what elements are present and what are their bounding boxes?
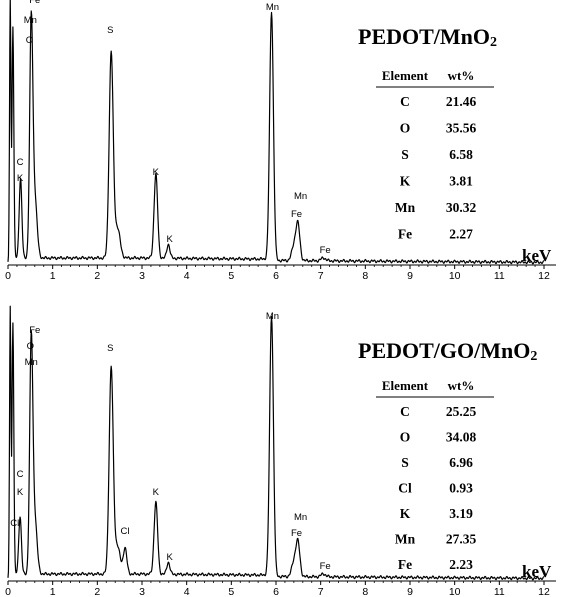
x-tick-label: 2 xyxy=(94,586,100,597)
table-cell-element: Fe xyxy=(398,227,412,242)
table-cell-element: Mn xyxy=(395,532,416,547)
x-tick-label: 7 xyxy=(318,270,324,282)
peak-label: S xyxy=(107,343,113,354)
peak-label: K xyxy=(167,234,174,245)
table-cell-wt: 2.23 xyxy=(449,557,473,572)
table-cell-element: K xyxy=(400,174,411,189)
peak-label: Mn xyxy=(294,512,307,523)
peak-label: Fe xyxy=(291,528,302,539)
table-cell-wt: 34.08 xyxy=(446,430,477,445)
peak-label: Fe xyxy=(29,0,40,6)
peak-label: Fe xyxy=(29,325,40,336)
peak-label: K xyxy=(153,487,160,498)
peak-label: Fe xyxy=(291,209,302,220)
x-tick-label: 2 xyxy=(94,270,100,282)
table-cell-element: K xyxy=(400,506,411,521)
x-tick-label: 12 xyxy=(538,270,550,282)
x-tick-label: 3 xyxy=(139,586,145,597)
x-tick-label: 8 xyxy=(362,586,368,597)
x-tick-label: 4 xyxy=(184,270,190,282)
table-cell-wt: 2.27 xyxy=(449,227,473,242)
spectrum-line xyxy=(7,305,545,581)
x-tick-label: 3 xyxy=(139,270,145,282)
table-cell-wt: 30.32 xyxy=(446,200,477,215)
x-tick-label: 0 xyxy=(5,270,11,282)
composition-table: Element wt% C 21.46 O 35.56 S 6.58 K 3.81 Mn 30.32 F… xyxy=(376,68,494,242)
table-cell-element: C xyxy=(400,404,410,419)
peak-label: Fe xyxy=(320,561,331,572)
eds-panel-pedot-go-mno2: 0 1 2 3 4 5 6 7 8 9 10 11 12 FeOMnCKClSClKKMnMnFeFe … xyxy=(5,305,556,597)
peak-label: Cl xyxy=(121,526,130,537)
x-tick-label: 7 xyxy=(318,586,324,597)
x-tick-label: 8 xyxy=(362,270,368,282)
table-cell-wt: 21.46 xyxy=(446,94,477,109)
table-header-wt: wt% xyxy=(448,378,475,393)
peak-label: K xyxy=(17,487,24,498)
x-tick-label: 11 xyxy=(494,586,505,597)
table-cell-element: O xyxy=(400,430,411,445)
peak-label: C xyxy=(17,469,24,480)
peak-label: K xyxy=(153,167,160,178)
peak-label: C xyxy=(17,157,24,168)
x-tick-label: 9 xyxy=(407,270,413,282)
x-tick-label: 11 xyxy=(494,270,505,282)
peak-label: Mn xyxy=(24,15,37,26)
composition-table: Element wt% C 25.25 O 34.08 S 6.96 Cl 0.93 K 3.19 Mn… xyxy=(376,378,494,572)
x-axis: 0 1 2 3 4 5 6 7 8 9 10 11 12 xyxy=(5,264,556,282)
spectrum-line xyxy=(7,0,545,265)
peak-label: O xyxy=(26,35,33,46)
table-cell-wt: 27.35 xyxy=(446,532,477,547)
table-cell-element: C xyxy=(400,94,410,109)
x-tick-label: 12 xyxy=(538,586,550,597)
x-tick-label: 5 xyxy=(228,270,234,282)
table-cell-wt: 3.19 xyxy=(449,506,473,521)
table-header-element: Element xyxy=(382,68,429,83)
table-cell-wt: 25.25 xyxy=(446,404,477,419)
table-cell-element: Fe xyxy=(398,557,412,572)
chart-title: PEDOT/MnO2 xyxy=(358,24,497,50)
x-axis: 0 1 2 3 4 5 6 7 8 9 10 11 12 xyxy=(5,580,556,597)
table-cell-element: O xyxy=(400,121,411,136)
peak-label: Cl xyxy=(10,518,19,529)
table-cell-wt: 3.81 xyxy=(449,174,473,189)
peak-label: Fe xyxy=(320,245,331,256)
x-axis-label: keV xyxy=(522,562,552,581)
peak-label: Mn xyxy=(25,357,38,368)
chart-title: PEDOT/GO/MnO2 xyxy=(358,338,537,364)
table-cell-wt: 6.96 xyxy=(449,455,473,470)
table-cell-wt: 0.93 xyxy=(449,481,473,496)
table-cell-element: Mn xyxy=(395,200,416,215)
peak-label: K xyxy=(17,173,24,184)
x-axis-label: keV xyxy=(522,246,552,265)
peak-label: Mn xyxy=(266,311,279,322)
peak-label: Mn xyxy=(266,2,279,13)
table-cell-wt: 6.58 xyxy=(449,147,473,162)
peak-label: S xyxy=(107,25,113,36)
x-tick-label: 6 xyxy=(273,586,279,597)
x-tick-label: 10 xyxy=(449,586,461,597)
x-tick-label: 1 xyxy=(50,586,56,597)
table-cell-element: S xyxy=(401,455,409,470)
table-header-wt: wt% xyxy=(448,68,475,83)
peak-label: O xyxy=(27,341,34,352)
x-tick-label: 5 xyxy=(228,586,234,597)
x-tick-label: 0 xyxy=(5,586,11,597)
x-tick-label: 9 xyxy=(407,586,413,597)
peak-label: K xyxy=(167,552,174,563)
table-header-element: Element xyxy=(382,378,429,393)
x-tick-label: 6 xyxy=(273,270,279,282)
table-cell-wt: 35.56 xyxy=(446,121,477,136)
peak-label: Mn xyxy=(294,191,307,202)
x-tick-label: 4 xyxy=(184,586,190,597)
table-cell-element: Cl xyxy=(398,481,412,496)
x-tick-label: 10 xyxy=(449,270,461,282)
x-tick-label: 1 xyxy=(50,270,56,282)
table-cell-element: S xyxy=(401,147,409,162)
